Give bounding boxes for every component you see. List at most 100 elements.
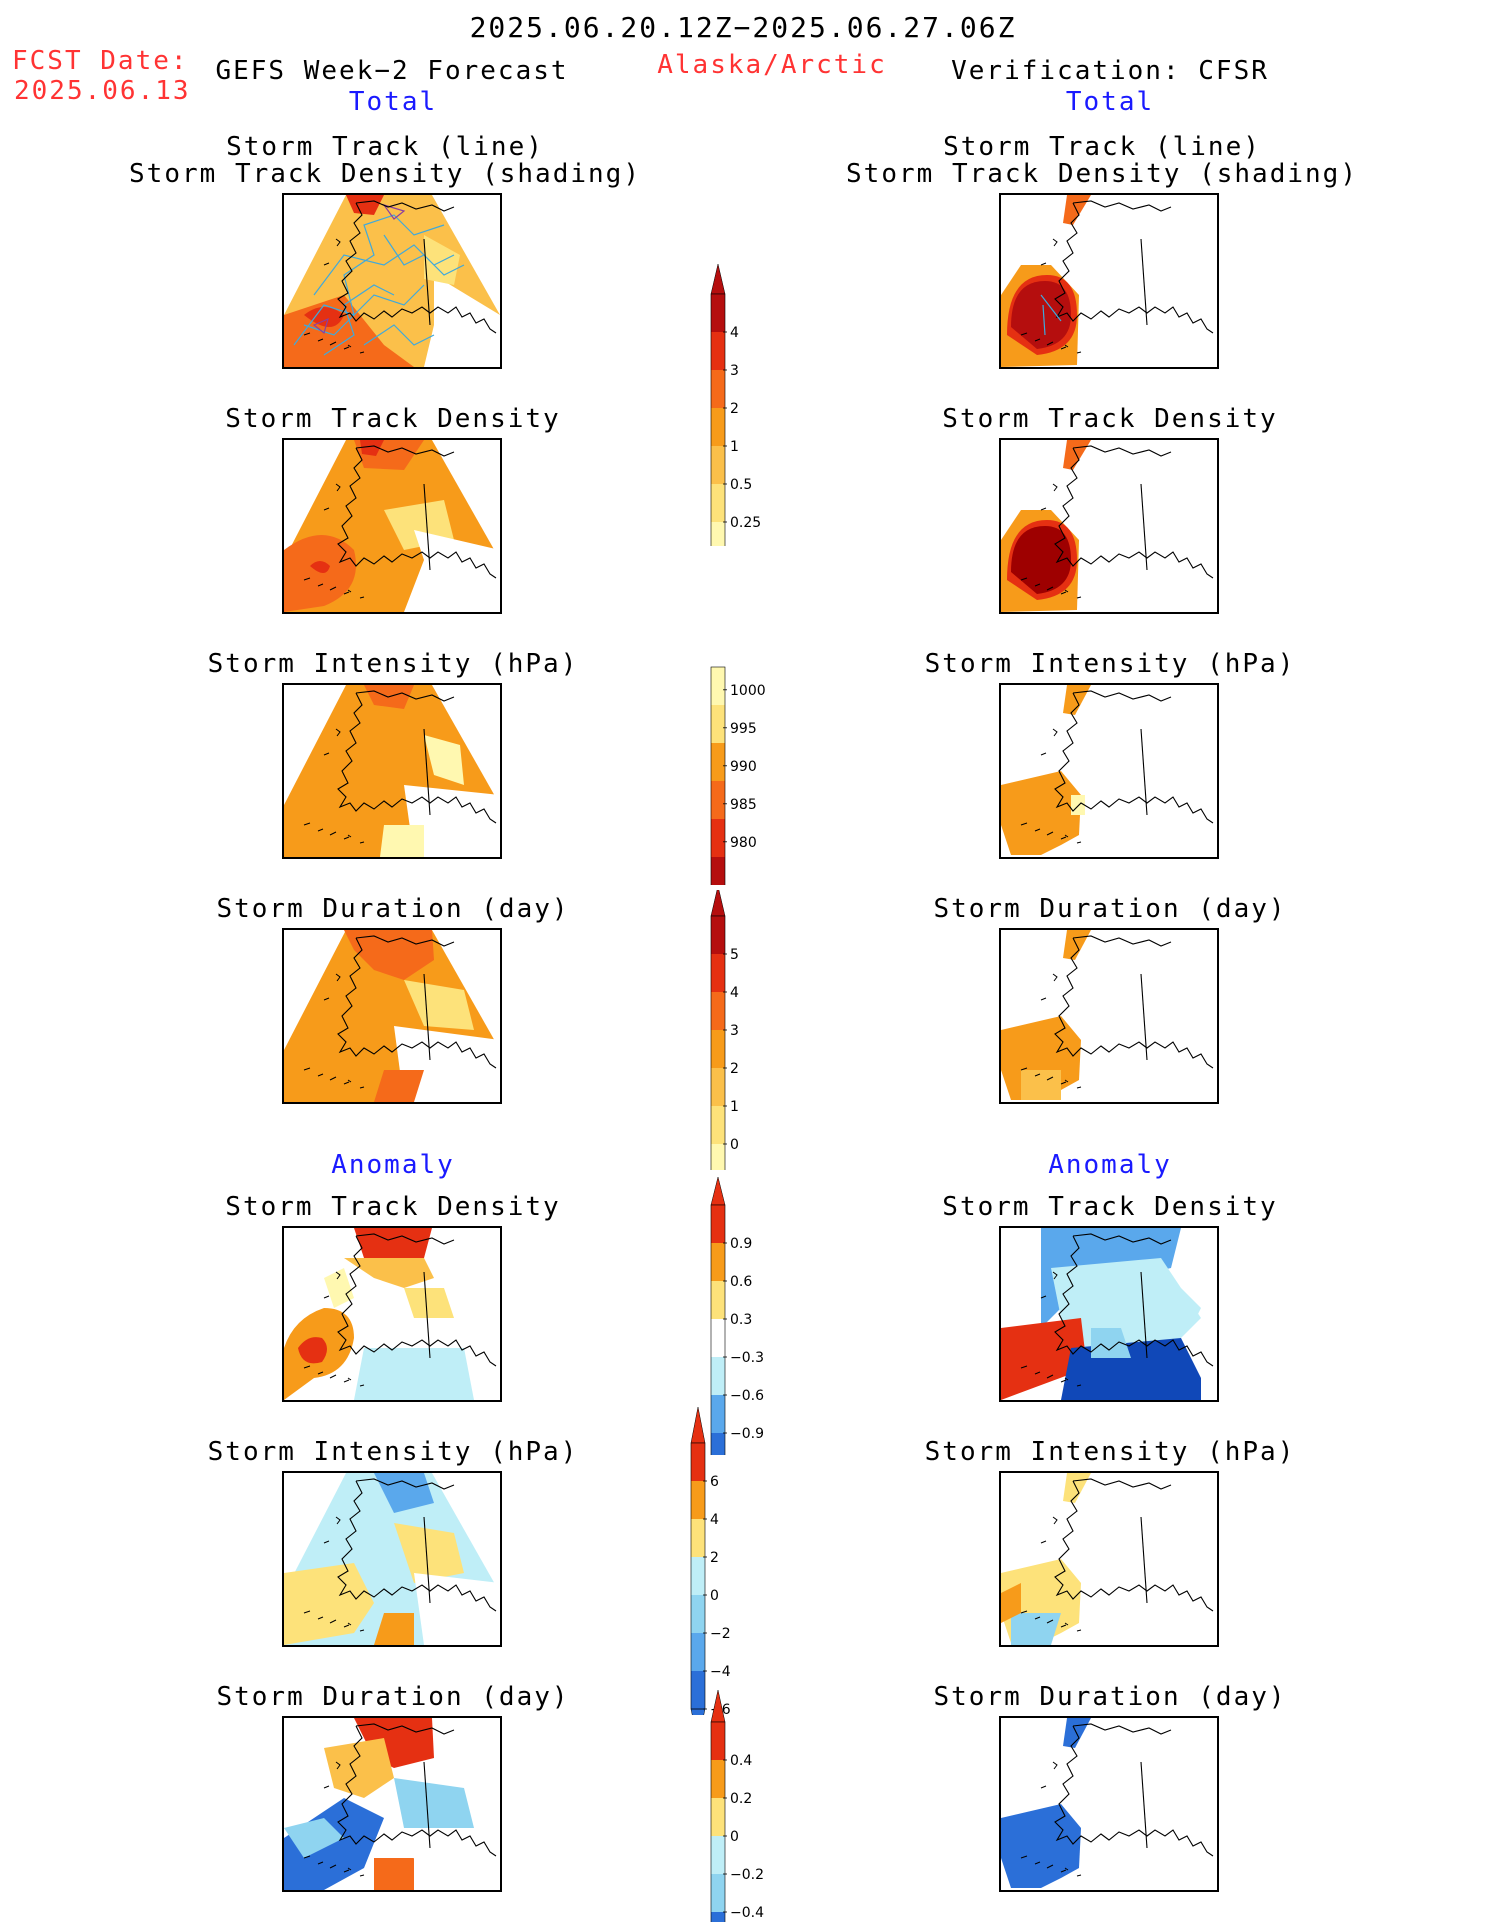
panel-title-intensity: Storm Intensity (hPa) xyxy=(207,649,579,679)
panel-title-density-anomaly: Storm Track Density xyxy=(942,1192,1278,1222)
anomaly-right-label: Anomaly xyxy=(1048,1150,1172,1180)
shaded-region xyxy=(380,825,424,857)
colorbar-tick-label: 0.9 xyxy=(730,1236,752,1252)
colorbar-segment xyxy=(711,332,725,370)
colorbar-tick-label: 2 xyxy=(710,1550,719,1566)
island-lines xyxy=(1020,483,1082,599)
colorbar-tick-label: 0.4 xyxy=(730,1753,752,1769)
shaded-region xyxy=(1091,1328,1131,1358)
shaded-region xyxy=(374,1858,414,1890)
shaded-region xyxy=(404,530,500,612)
island-lines xyxy=(1020,973,1082,1089)
anomaly-left-label: Anomaly xyxy=(331,1150,455,1180)
map-verification-density xyxy=(999,438,1219,614)
shaded-region xyxy=(394,1523,464,1583)
colorbar-tick-label: 1000 xyxy=(730,683,766,699)
shaded-region xyxy=(404,980,474,1030)
island-lines xyxy=(1020,238,1082,354)
shaded-region xyxy=(1001,1583,1021,1623)
shaded-region xyxy=(298,1337,327,1364)
map-verification-density-anomaly xyxy=(999,1226,1219,1402)
map-verification-duration-anomaly xyxy=(999,1716,1219,1892)
shaded-region xyxy=(346,195,384,215)
colorbar-intensity-total: 1000 995 990 985 980 xyxy=(710,666,766,885)
shaded-region xyxy=(284,1798,384,1890)
coastline xyxy=(337,690,497,824)
border-line xyxy=(423,728,431,816)
border-line xyxy=(423,973,431,1061)
shaded-region xyxy=(1071,795,1085,815)
border-line xyxy=(1140,483,1148,571)
colorbar-segment xyxy=(711,1912,725,1922)
coastline xyxy=(1054,1723,1214,1857)
border-line xyxy=(1140,973,1148,1061)
shaded-region xyxy=(414,1573,500,1645)
colorbar-segment xyxy=(691,1633,705,1671)
colorbar-tick-label: 2 xyxy=(730,1061,739,1077)
coastline xyxy=(337,935,497,1069)
coastline xyxy=(1054,1478,1214,1612)
shaded-region xyxy=(394,1026,500,1102)
map-verification-intensity xyxy=(999,683,1219,859)
shaded-region xyxy=(1001,1318,1087,1400)
colorbar-segment xyxy=(711,1144,725,1170)
colorbar-segment xyxy=(711,819,725,857)
shaded-region xyxy=(1181,1288,1201,1328)
border-line xyxy=(1140,1271,1148,1359)
colorbar-tick-label: 2 xyxy=(730,401,739,417)
colorbar-tick-label: 3 xyxy=(730,363,739,379)
island-lines xyxy=(303,1516,365,1632)
panel-title-intensity-anomaly: Storm Intensity (hPa) xyxy=(924,1437,1296,1467)
coastline xyxy=(1054,445,1214,579)
colorbar-segment xyxy=(711,1836,725,1874)
colorbar-tick-label: 0 xyxy=(710,1588,719,1604)
storm-track-lines-center xyxy=(312,203,406,335)
colorbar-segment xyxy=(691,1443,705,1481)
colorbar-tick-label: 990 xyxy=(730,759,757,775)
shaded-region xyxy=(1051,1258,1201,1358)
coastline xyxy=(1054,690,1214,824)
colorbar-segment xyxy=(711,667,725,705)
map-forecast-density-anomaly xyxy=(282,1226,502,1402)
island-lines xyxy=(1020,1761,1082,1877)
colorbar-density-total: 4 3 2 1 0.5 0.25 xyxy=(710,263,761,546)
panel-title-intensity-anomaly: Storm Intensity (hPa) xyxy=(207,1437,579,1467)
shaded-region xyxy=(304,307,344,327)
coastline xyxy=(337,1233,497,1367)
shaded-region xyxy=(1001,1804,1081,1888)
colorbar-segment xyxy=(711,1030,725,1068)
shaded-region xyxy=(374,1613,414,1645)
panel-title-duration-anomaly: Storm Duration (day) xyxy=(216,1682,570,1712)
colorbar-segment xyxy=(711,1798,725,1836)
shaded-region xyxy=(284,535,356,612)
fcst-date-value: 2025.06.13 xyxy=(14,76,191,106)
shaded-region xyxy=(324,1268,354,1308)
colorbar-segment xyxy=(711,1433,725,1455)
coastline xyxy=(1054,200,1214,334)
colorbar-tick-label: −2 xyxy=(710,1626,731,1642)
shaded-region xyxy=(360,440,384,456)
colorbar-segment xyxy=(711,1243,725,1281)
shaded-region xyxy=(404,1288,454,1318)
left-column-title: GEFS Week−2 Forecast xyxy=(215,56,569,86)
storm-track-lines xyxy=(1040,294,1062,336)
coastline xyxy=(337,200,497,334)
border-line xyxy=(423,1761,431,1849)
colorbar-tick-label: −0.3 xyxy=(730,1350,764,1366)
colorbar-segment xyxy=(711,1205,725,1243)
colorbar-tick-label: 4 xyxy=(710,1512,719,1528)
colorbar-tick-label: 0.25 xyxy=(730,515,761,531)
panel-title-track-density-shading: Storm Track Density (shading) xyxy=(846,159,1358,189)
island-lines xyxy=(303,1271,365,1387)
coastline xyxy=(337,1723,497,1857)
map-verification-intensity-anomaly xyxy=(999,1471,1219,1647)
colorbar-top-arrow xyxy=(710,263,726,295)
colorbar-segment xyxy=(691,1557,705,1595)
colorbar-tick-label: −0.2 xyxy=(730,1867,764,1883)
shaded-region xyxy=(424,735,464,785)
island-lines xyxy=(303,973,365,1089)
colorbar-tick-label: 3 xyxy=(730,1023,739,1039)
colorbar-outline xyxy=(710,293,726,546)
colorbar-segment xyxy=(691,1481,705,1519)
